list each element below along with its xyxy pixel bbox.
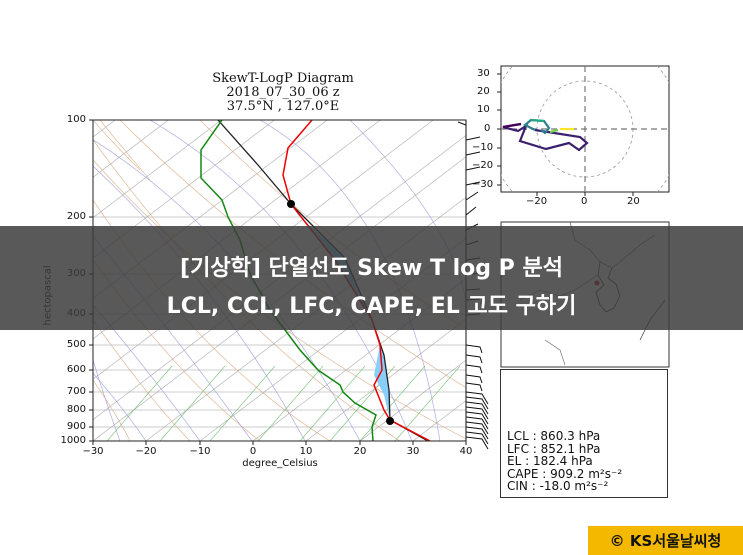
lfc-value: LFC : 852.1 hPa — [507, 441, 601, 456]
y-tick-600: 600 — [66, 364, 86, 375]
y-tick-100: 100 — [66, 114, 86, 125]
hodo-x-0: 0 — [581, 196, 588, 207]
hodo-y-30: 30 — [477, 68, 490, 79]
hodo-y-20: 20 — [477, 86, 490, 97]
x-axis-title: degree_Celsius — [242, 458, 318, 469]
title-banner: [기상학] 단열선도 Skew T log P 분석 LCL, CCL, LFC… — [0, 226, 743, 330]
copyright-badge: © KS서울날씨청 — [588, 526, 743, 555]
hodo-y-10: 10 — [477, 104, 490, 115]
x-tick-40: 40 — [459, 446, 473, 457]
banner-line-1: [기상학] 단열선도 Skew T log P 분석 — [180, 256, 563, 281]
y-tick-200: 200 — [66, 211, 86, 222]
sounding-indices-box: LCL : 860.3 hPa LFC : 852.1 hPa EL : 182… — [500, 369, 668, 498]
hodo-y--20: −20 — [472, 160, 494, 171]
hodo-x--20: −20 — [526, 196, 548, 207]
date-line: 2018_07_30_06 z — [226, 85, 340, 100]
location-line: 37.5°N , 127.0°E — [226, 99, 340, 114]
hodo-x-20: 20 — [627, 196, 640, 207]
x-tick--30: −30 — [82, 446, 104, 457]
x-tick--10: −10 — [189, 446, 211, 457]
el-marker — [287, 200, 295, 208]
y-tick-800: 800 — [66, 404, 86, 415]
title-line: SkewT-LogP Diagram — [212, 71, 354, 86]
y-tick-1000: 1000 — [60, 435, 86, 446]
dewpoint-line — [200, 120, 377, 441]
x-tick-30: 30 — [406, 446, 420, 457]
y-tick-500: 500 — [66, 339, 86, 350]
lcl-marker — [386, 417, 394, 425]
x-tick-0: 0 — [249, 446, 257, 457]
hodograph — [497, 65, 670, 196]
x-tick--20: −20 — [135, 446, 157, 457]
chart-title: SkewT-LogP Diagram 2018_07_30_06 z 37.5°… — [178, 72, 388, 114]
hodo-y--10: −10 — [472, 142, 494, 153]
cape-value: CAPE : 909.2 m²s⁻² — [507, 466, 623, 481]
temperature-line — [282, 120, 431, 441]
y-tick-900: 900 — [66, 421, 86, 432]
lcl-value: LCL : 860.3 hPa — [507, 429, 601, 443]
hodo-y--30: −30 — [472, 179, 494, 190]
banner-line-2: LCL, CCL, LFC, CAPE, EL 고도 구하기 — [166, 294, 577, 319]
cin-value: CIN : -18.0 m²s⁻² — [507, 479, 609, 493]
y-tick-700: 700 — [66, 386, 86, 397]
el-value: EL : 182.4 hPa — [507, 454, 593, 468]
x-tick-20: 20 — [353, 446, 367, 457]
hodo-y-0: 0 — [484, 123, 491, 134]
x-tick-10: 10 — [299, 446, 313, 457]
